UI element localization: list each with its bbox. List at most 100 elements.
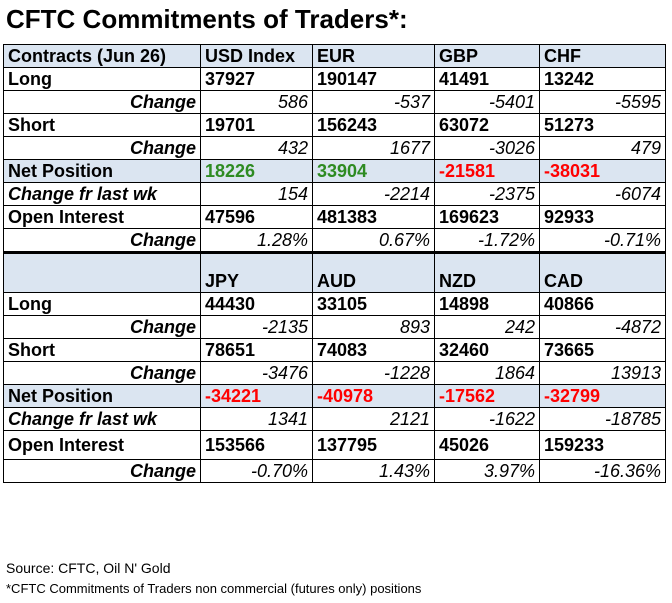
short-value: 19701 <box>200 113 313 137</box>
change-value: -1622 <box>434 407 540 431</box>
short-value: 63072 <box>434 113 540 137</box>
long-value: 37927 <box>200 67 313 91</box>
row-label: Open Interest <box>3 430 201 460</box>
change-value: 242 <box>434 315 540 339</box>
currency-header-gbp: GBP <box>434 44 540 68</box>
row-label: Change <box>3 228 201 253</box>
change-value: 2121 <box>312 407 435 431</box>
short-row: Short 78651 74083 32460 73665 <box>3 338 666 362</box>
change-value: 586 <box>200 90 313 114</box>
net-position-value: -38031 <box>539 159 666 183</box>
change-value: -16.36% <box>539 459 666 483</box>
short-change-row: Change -3476 -1228 1864 13913 <box>3 361 666 385</box>
change-value: -6074 <box>539 182 666 206</box>
net-change-row: Change fr last wk 154 -2214 -2375 -6074 <box>3 182 666 206</box>
change-value: -18785 <box>539 407 666 431</box>
row-label: Change <box>3 361 201 385</box>
footnote: *CFTC Commitments of Traders non commerc… <box>6 581 422 596</box>
open-interest-value: 159233 <box>539 430 666 460</box>
short-value: 32460 <box>434 338 540 362</box>
short-value: 51273 <box>539 113 666 137</box>
source-note: Source: CFTC, Oil N' Gold <box>6 560 171 576</box>
change-value: -2375 <box>434 182 540 206</box>
long-row: Long 37927 190147 41491 13242 <box>3 67 666 91</box>
row-label: Short <box>3 338 201 362</box>
currency-header-nzd: NZD <box>434 251 540 293</box>
open-interest-value: 481383 <box>312 205 435 229</box>
row-label: Net Position <box>3 159 201 183</box>
currency-header-chf: CHF <box>539 44 666 68</box>
change-value: 0.67% <box>312 228 435 253</box>
open-interest-value: 92933 <box>539 205 666 229</box>
long-change-row: Change 586 -537 -5401 -5595 <box>3 90 666 114</box>
change-value: -2214 <box>312 182 435 206</box>
change-value: 1.28% <box>200 228 313 253</box>
change-value: 1677 <box>312 136 435 160</box>
short-value: 74083 <box>312 338 435 362</box>
row-label: Long <box>3 67 201 91</box>
short-value: 73665 <box>539 338 666 362</box>
long-value: 190147 <box>312 67 435 91</box>
row-label: Open Interest <box>3 205 201 229</box>
header-row: JPY AUD NZD CAD <box>3 251 666 293</box>
row-label: Change fr last wk <box>3 407 201 431</box>
change-value: -0.71% <box>539 228 666 253</box>
change-value: -1.72% <box>434 228 540 253</box>
net-position-row: Net Position 18226 33904 -21581 -38031 <box>3 159 666 183</box>
change-value: 154 <box>200 182 313 206</box>
change-value: -4872 <box>539 315 666 339</box>
long-value: 44430 <box>200 292 313 316</box>
change-value: -5401 <box>434 90 540 114</box>
row-label: Change <box>3 315 201 339</box>
open-interest-row: Open Interest 47596 481383 169623 92933 <box>3 205 666 229</box>
short-value: 78651 <box>200 338 313 362</box>
change-value: -5595 <box>539 90 666 114</box>
row-label: Change <box>3 136 201 160</box>
change-value: -1228 <box>312 361 435 385</box>
long-value: 14898 <box>434 292 540 316</box>
change-value: 432 <box>200 136 313 160</box>
row-label: Short <box>3 113 201 137</box>
empty-header-cell <box>3 251 201 293</box>
short-row: Short 19701 156243 63072 51273 <box>3 113 666 137</box>
change-value: -2135 <box>200 315 313 339</box>
open-interest-value: 47596 <box>200 205 313 229</box>
long-row: Long 44430 33105 14898 40866 <box>3 292 666 316</box>
change-value: -3476 <box>200 361 313 385</box>
currency-header-cad: CAD <box>539 251 666 293</box>
short-change-row: Change 432 1677 -3026 479 <box>3 136 666 160</box>
net-position-value: 18226 <box>200 159 313 183</box>
long-value: 33105 <box>312 292 435 316</box>
change-value: 3.97% <box>434 459 540 483</box>
change-value: -537 <box>312 90 435 114</box>
change-value: 1864 <box>434 361 540 385</box>
open-interest-change-row: Change -0.70% 1.43% 3.97% -16.36% <box>3 459 666 483</box>
net-position-value: -21581 <box>434 159 540 183</box>
change-value: 13913 <box>539 361 666 385</box>
long-value: 40866 <box>539 292 666 316</box>
open-interest-value: 169623 <box>434 205 540 229</box>
net-position-row: Net Position -34221 -40978 -17562 -32799 <box>3 384 666 408</box>
page-title: CFTC Commitments of Traders*: <box>6 4 408 34</box>
net-position-value: -34221 <box>200 384 313 408</box>
currency-header-usd-index: USD Index <box>200 44 313 68</box>
net-position-value: -40978 <box>312 384 435 408</box>
net-position-value: -32799 <box>539 384 666 408</box>
net-change-row: Change fr last wk 1341 2121 -1622 -18785 <box>3 407 666 431</box>
open-interest-value: 45026 <box>434 430 540 460</box>
cot-table: Contracts (Jun 26) USD Index EUR GBP CHF… <box>3 44 666 483</box>
long-value: 41491 <box>434 67 540 91</box>
open-interest-value: 137795 <box>312 430 435 460</box>
change-value: 893 <box>312 315 435 339</box>
change-value: 479 <box>539 136 666 160</box>
currency-header-aud: AUD <box>312 251 435 293</box>
net-position-value: -17562 <box>434 384 540 408</box>
currency-header-eur: EUR <box>312 44 435 68</box>
open-interest-row: Open Interest 153566 137795 45026 159233 <box>3 430 666 460</box>
currency-header-jpy: JPY <box>200 251 313 293</box>
change-value: 1341 <box>200 407 313 431</box>
open-interest-change-row: Change 1.28% 0.67% -1.72% -0.71% <box>3 228 666 253</box>
short-value: 156243 <box>312 113 435 137</box>
change-value: 1.43% <box>312 459 435 483</box>
change-value: -0.70% <box>200 459 313 483</box>
